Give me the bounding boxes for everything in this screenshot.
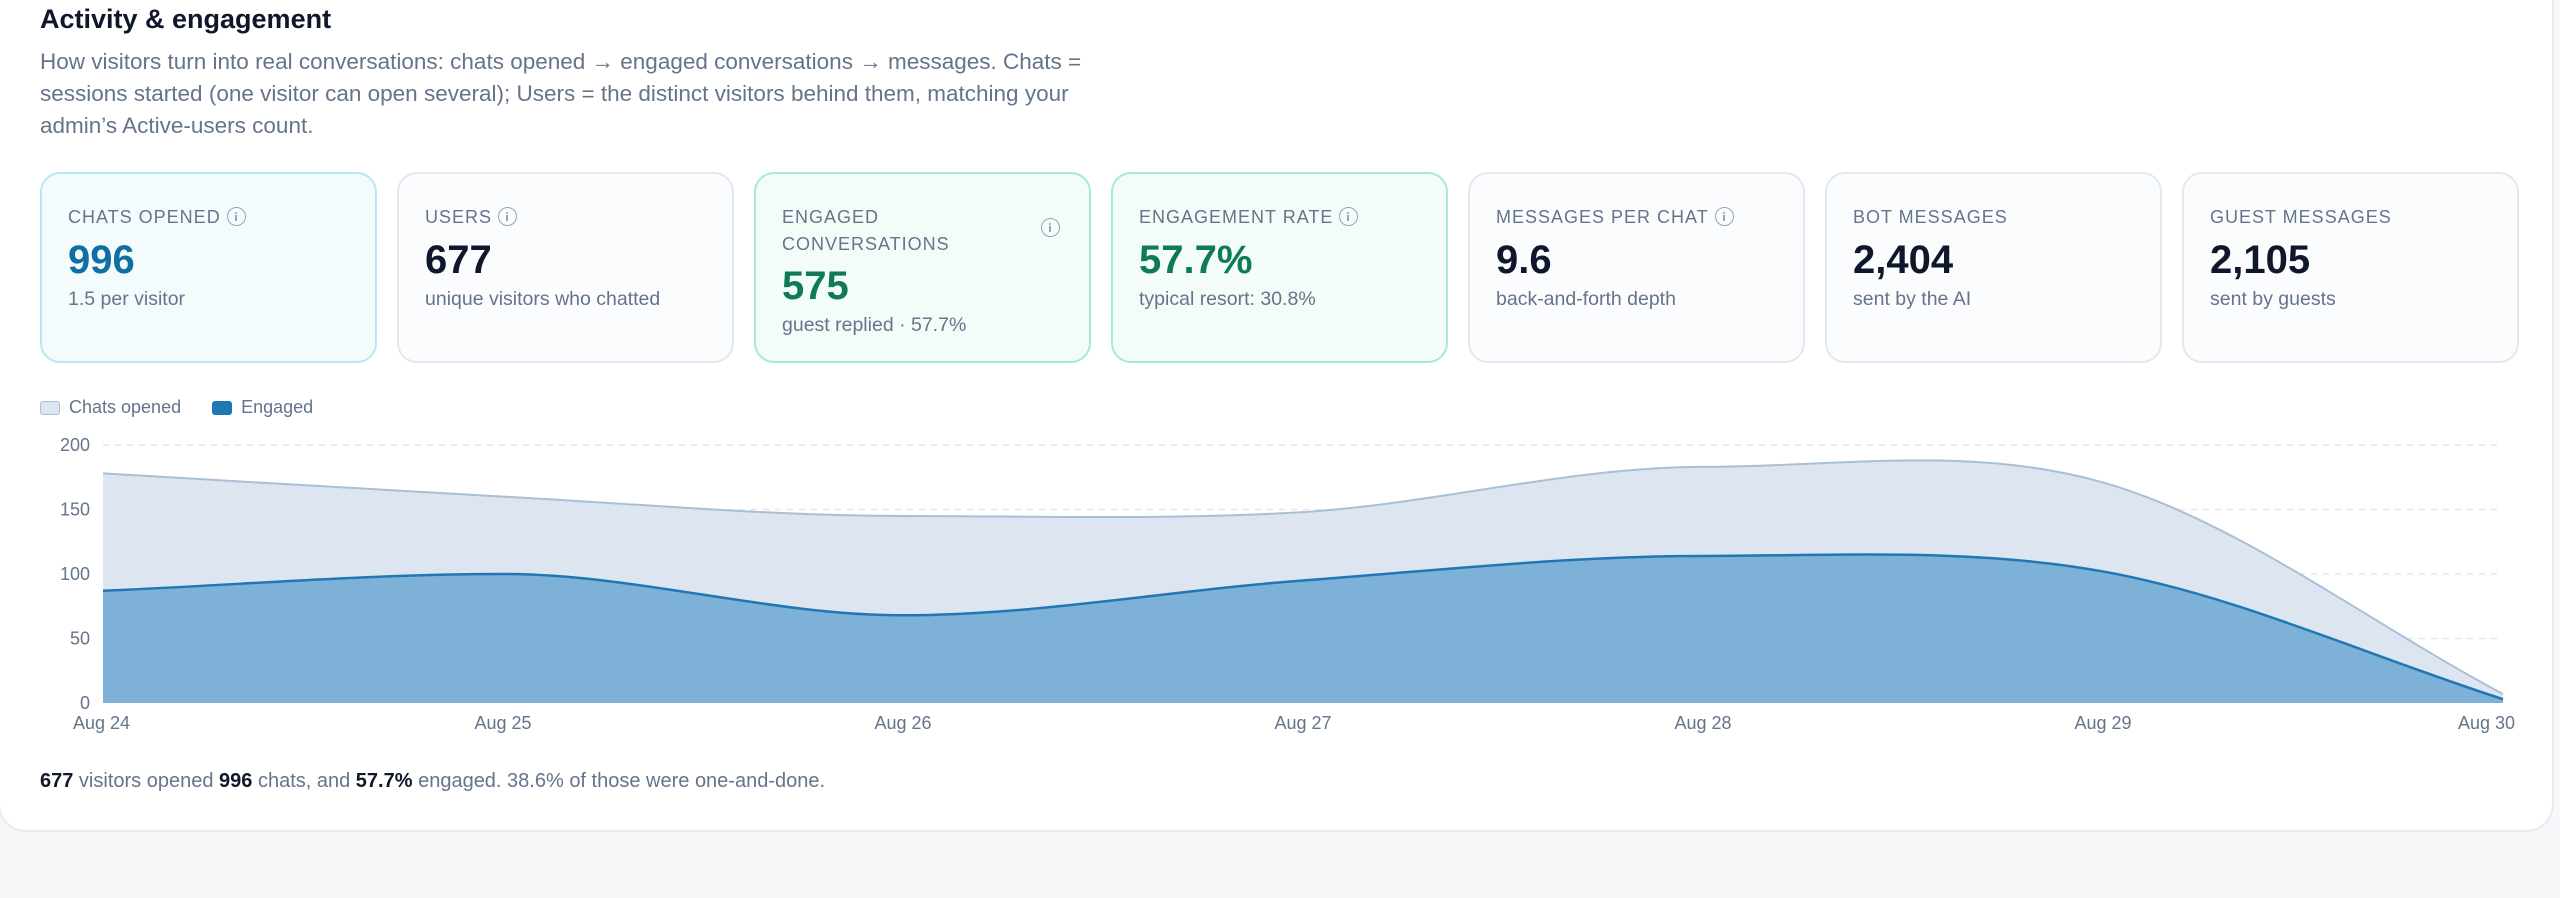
- kpi-label: USERS: [425, 207, 493, 227]
- x-tick-label: Aug 28: [1674, 713, 1731, 733]
- x-tick-label: Aug 26: [874, 713, 931, 733]
- line-chats-opened: [102, 459, 2504, 695]
- summary-text: visitors opened: [73, 770, 220, 792]
- kpi-value: 2,404: [1853, 238, 1954, 282]
- kpi-card-engaged-conversations: ENGAGED CONVERSATIONS 575 guest replied …: [754, 172, 1091, 363]
- kpi-label: GUEST MESSAGES: [2210, 207, 2392, 227]
- x-tick-label: Aug 29: [2074, 713, 2131, 733]
- summary-chats: 996: [219, 770, 253, 792]
- kpi-card-bot-messages: BOT MESSAGES 2,404 sent by the AI: [1825, 172, 2162, 363]
- kpi-label: ENGAGEMENT RATE: [1139, 207, 1334, 227]
- legend-label: Engaged: [241, 397, 314, 417]
- kpi-label-wrap: MESSAGES PER CHAT: [1496, 204, 1734, 231]
- kpi-label: CHATS OPENED: [68, 207, 221, 227]
- x-tick-label: Aug 25: [474, 713, 531, 733]
- kpi-card-chats-opened: CHATS OPENED 996 1.5 per visitor: [40, 172, 377, 363]
- x-tick-label: Aug 24: [73, 713, 130, 733]
- kpi-value: 57.7%: [1139, 238, 1253, 282]
- kpi-card-messages-per-chat: MESSAGES PER CHAT 9.6 back-and-forth dep…: [1468, 172, 1805, 363]
- x-tick-label: Aug 27: [1274, 713, 1331, 733]
- kpi-value: 2,105: [2210, 238, 2311, 282]
- kpi-card-engagement-rate: ENGAGEMENT RATE 57.7% typical resort: 30…: [1111, 172, 1448, 363]
- kpi-subtext: guest replied · 57.7%: [782, 314, 967, 336]
- kpi-label-wrap: ENGAGEMENT RATE: [1139, 204, 1359, 231]
- kpi-subtext: sent by guests: [2210, 288, 2336, 310]
- kpi-value: 677: [425, 238, 492, 282]
- kpi-card-users: USERS 677 unique visitors who chatted: [397, 172, 734, 363]
- info-icon[interactable]: [1041, 218, 1060, 237]
- section-title: Activity & engagement: [40, 4, 332, 34]
- legend-swatch: [40, 400, 60, 415]
- y-tick-label: 100: [60, 564, 90, 584]
- kpi-label: ENGAGED CONVERSATIONS: [782, 207, 950, 254]
- kpi-subtext: 1.5 per visitor: [68, 288, 186, 310]
- summary-visitors: 677: [40, 770, 74, 792]
- kpi-label: BOT MESSAGES: [1853, 207, 2008, 227]
- info-icon[interactable]: [1339, 207, 1359, 226]
- kpi-subtext: back-and-forth depth: [1496, 288, 1676, 310]
- info-icon[interactable]: [226, 207, 246, 226]
- kpi-label-wrap: USERS: [425, 204, 518, 231]
- section-description: How visitors turn into real conversation…: [40, 49, 1082, 138]
- y-tick-label: 200: [60, 435, 90, 455]
- legend-swatch: [212, 400, 233, 415]
- summary-rate: 57.7%: [355, 770, 413, 792]
- summary-text: engaged. 38.6% of those were one-and-don…: [412, 770, 826, 792]
- y-tick-label: 50: [70, 629, 90, 649]
- kpi-subtext: unique visitors who chatted: [425, 288, 661, 310]
- legend-item-chats-opened[interactable]: Chats opened: [40, 397, 181, 418]
- kpi-value: 575: [782, 264, 849, 308]
- x-tick-label: Aug 30: [2458, 713, 2515, 733]
- chart-summary: 677 visitors opened 996 chats, and 57.7%…: [40, 770, 825, 793]
- legend-label: Chats opened: [69, 397, 182, 417]
- info-icon[interactable]: [1714, 207, 1734, 226]
- y-tick-label: 0: [80, 693, 90, 713]
- summary-text: chats, and: [252, 770, 356, 792]
- kpi-subtext: sent by the AI: [1853, 288, 1972, 310]
- kpi-subtext: typical resort: 30.8%: [1139, 288, 1316, 310]
- area-engaged: [103, 554, 2503, 703]
- kpi-label: MESSAGES PER CHAT: [1496, 207, 1709, 227]
- info-icon[interactable]: [498, 207, 518, 226]
- kpi-value: 9.6: [1496, 238, 1552, 282]
- kpi-value: 996: [68, 238, 135, 282]
- kpi-card-guest-messages: GUEST MESSAGES 2,105 sent by guests: [2182, 172, 2519, 363]
- line-engaged: [102, 553, 2504, 701]
- y-tick-label: 150: [60, 500, 90, 520]
- legend-item-engaged[interactable]: Engaged: [212, 397, 313, 418]
- kpi-label-wrap: CHATS OPENED: [68, 204, 246, 231]
- chart-legend: Chats opened Engaged: [40, 397, 339, 420]
